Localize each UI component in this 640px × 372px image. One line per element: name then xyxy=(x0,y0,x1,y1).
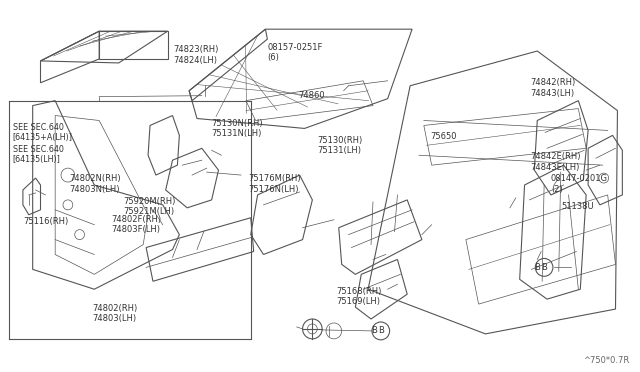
Text: SEE SEC.640
[64135+A(LH)]: SEE SEC.640 [64135+A(LH)] xyxy=(13,123,73,142)
Text: 74802(RH)
74803(LH): 74802(RH) 74803(LH) xyxy=(92,304,138,323)
Text: 75920M(RH)
75921M(LH): 75920M(RH) 75921M(LH) xyxy=(124,197,176,216)
Text: SEE SEC.640
[64135(LH)]: SEE SEC.640 [64135(LH)] xyxy=(13,145,63,164)
Text: 75168(RH)
75169(LH): 75168(RH) 75169(LH) xyxy=(336,287,381,307)
Text: B: B xyxy=(371,326,377,336)
Text: 51138U: 51138U xyxy=(561,202,594,211)
Text: 75130N(RH)
75131N(LH): 75130N(RH) 75131N(LH) xyxy=(211,119,262,138)
Text: 75650: 75650 xyxy=(430,132,456,141)
Text: 75130(RH)
75131(LH): 75130(RH) 75131(LH) xyxy=(317,136,363,155)
Text: 74842(RH)
74843(LH): 74842(RH) 74843(LH) xyxy=(530,78,575,98)
Text: ^750*0.7R: ^750*0.7R xyxy=(583,356,630,365)
Text: 08147-0201G
(2): 08147-0201G (2) xyxy=(551,174,608,194)
Text: 75176M(RH)
75176N(LH): 75176M(RH) 75176N(LH) xyxy=(248,174,301,194)
Text: 74860: 74860 xyxy=(299,91,325,100)
Text: B: B xyxy=(534,263,540,272)
Text: 74823(RH)
74824(LH): 74823(RH) 74824(LH) xyxy=(173,45,219,65)
Text: 75116(RH): 75116(RH) xyxy=(23,217,68,225)
Text: 74842E(RH)
74843E(LH): 74842E(RH) 74843E(LH) xyxy=(530,152,580,172)
Text: 08157-0251F
(6): 08157-0251F (6) xyxy=(268,43,323,62)
Text: 74802F(RH)
74803F(LH): 74802F(RH) 74803F(LH) xyxy=(111,215,161,234)
Text: 74802N(RH)
74803N(LH): 74802N(RH) 74803N(LH) xyxy=(69,174,120,194)
Text: B: B xyxy=(378,326,384,336)
Text: B: B xyxy=(541,263,547,272)
